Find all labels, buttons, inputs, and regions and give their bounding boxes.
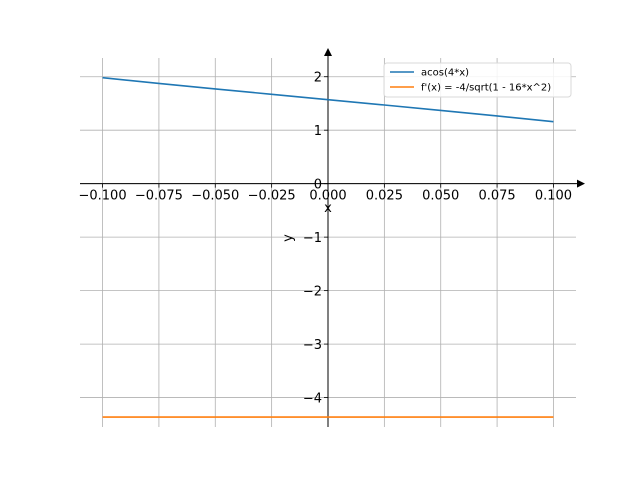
y-tick-label: −1	[303, 231, 322, 246]
y-axis-label: y	[281, 234, 296, 242]
tick-labels: −0.100 −0.075 −0.050 −0.025 0.000 0.025 0.050 0…	[78, 71, 572, 407]
x-axis-arrow	[577, 179, 585, 188]
legend: acos(4*x) f'(x) = -4/sqrt(1 - 16*x^2)	[383, 62, 572, 98]
y-tick-label: 1	[314, 124, 322, 139]
x-axis-label: x	[324, 201, 332, 216]
x-tick-label: 0.000	[309, 189, 346, 204]
x-tick-label: 0.100	[535, 189, 572, 204]
y-tick-label: 2	[314, 71, 322, 86]
x-tick-label: 0.050	[422, 189, 459, 204]
x-tick-label: −0.025	[248, 189, 296, 204]
y-axis-arrow	[324, 48, 332, 56]
legend-label-1: acos(4*x)	[421, 68, 469, 79]
legend-label-2: f'(x) = -4/sqrt(1 - 16*x^2)	[421, 83, 551, 94]
series-lines	[102, 76, 554, 418]
y-tick-label: 0	[314, 178, 322, 193]
x-tick-label: −0.050	[191, 189, 239, 204]
x-tick-label: 0.025	[366, 189, 403, 204]
x-tick-label: −0.075	[135, 189, 183, 204]
x-tick-label: 0.075	[478, 189, 515, 204]
series-line-1	[102, 76, 554, 123]
x-tick-label: −0.100	[78, 189, 126, 204]
y-tick-label: −4	[303, 392, 322, 407]
legend-box	[383, 62, 572, 98]
y-tick-label: −2	[303, 285, 322, 300]
y-tick-label: −3	[303, 338, 322, 353]
axes	[80, 48, 585, 427]
